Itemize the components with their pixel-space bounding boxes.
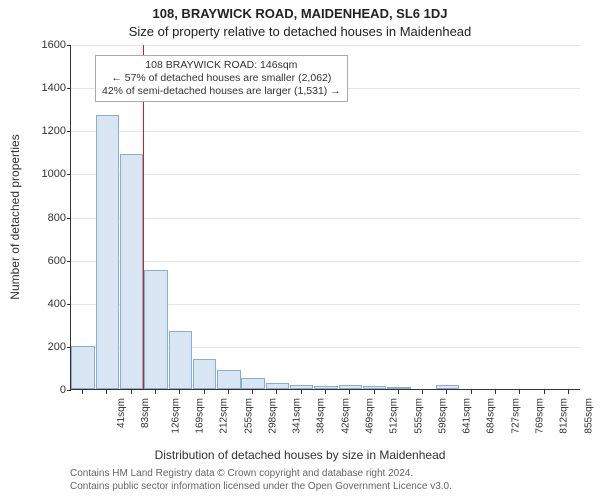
xtick-mark xyxy=(179,390,180,394)
super-title: 108, BRAYWICK ROAD, MAIDENHEAD, SL6 1DJ xyxy=(0,6,600,21)
xtick-mark xyxy=(276,390,277,394)
xtick-mark xyxy=(228,390,229,394)
ytick-label: 600 xyxy=(26,255,66,267)
ytick-label: 1000 xyxy=(26,168,66,180)
xtick-mark xyxy=(106,390,107,394)
ytick-label: 200 xyxy=(26,341,66,353)
gridline xyxy=(71,218,580,219)
xtick-label: 212sqm xyxy=(219,398,230,434)
bar xyxy=(144,270,167,389)
xtick-mark xyxy=(349,390,350,394)
xtick-mark xyxy=(301,390,302,394)
footer-line1: Contains HM Land Registry data © Crown c… xyxy=(70,468,452,481)
xtick-mark xyxy=(398,390,399,394)
xtick-label: 169sqm xyxy=(195,398,206,434)
xtick-label: 684sqm xyxy=(486,398,497,434)
xtick-mark xyxy=(495,390,496,394)
ytick-mark xyxy=(67,174,71,175)
xtick-label: 341sqm xyxy=(292,398,303,434)
xtick-mark xyxy=(374,390,375,394)
xtick-label: 641sqm xyxy=(462,398,473,434)
bar xyxy=(436,385,459,389)
xtick-label: 298sqm xyxy=(267,398,278,434)
xtick-mark xyxy=(204,390,205,394)
xtick-label: 126sqm xyxy=(170,398,181,434)
xtick-mark xyxy=(544,390,545,394)
xtick-label: 255sqm xyxy=(243,398,254,434)
footer-line2: Contains public sector information licen… xyxy=(70,481,452,494)
xtick-mark xyxy=(568,390,569,394)
xtick-mark xyxy=(82,390,83,394)
bar xyxy=(217,370,240,389)
xtick-mark xyxy=(131,390,132,394)
bar xyxy=(169,331,192,389)
ytick-label: 0 xyxy=(26,384,66,396)
bar xyxy=(387,387,410,389)
xtick-label: 384sqm xyxy=(316,398,327,434)
bar xyxy=(241,378,264,389)
bar xyxy=(363,386,386,389)
ytick-mark xyxy=(67,88,71,89)
bar xyxy=(96,115,119,389)
xtick-label: 598sqm xyxy=(437,398,448,434)
ytick-label: 1200 xyxy=(26,125,66,137)
ytick-label: 1400 xyxy=(26,82,66,94)
xtick-label: 769sqm xyxy=(535,398,546,434)
gridline xyxy=(71,174,580,175)
xtick-mark xyxy=(471,390,472,394)
bar xyxy=(71,346,94,389)
bar xyxy=(339,385,362,389)
bar xyxy=(290,385,313,389)
ytick-label: 800 xyxy=(26,212,66,224)
xtick-mark xyxy=(325,390,326,394)
ytick-label: 400 xyxy=(26,298,66,310)
annotation-line1: 108 BRAYWICK ROAD: 146sqm xyxy=(102,59,341,72)
xtick-mark xyxy=(519,390,520,394)
xtick-label: 812sqm xyxy=(559,398,570,434)
xtick-label: 426sqm xyxy=(340,398,351,434)
ytick-label: 1600 xyxy=(26,39,66,51)
bar xyxy=(314,386,337,389)
bar xyxy=(266,383,289,389)
xtick-label: 83sqm xyxy=(140,398,151,428)
bar xyxy=(120,154,143,389)
annotation-box: 108 BRAYWICK ROAD: 146sqm ← 57% of detac… xyxy=(95,55,348,102)
xtick-label: 469sqm xyxy=(365,398,376,434)
ytick-mark xyxy=(67,131,71,132)
xtick-mark xyxy=(422,390,423,394)
gridline xyxy=(71,131,580,132)
annotation-line2: ← 57% of detached houses are smaller (2,… xyxy=(102,72,341,85)
chart-container: { "super_title": "108, BRAYWICK ROAD, MA… xyxy=(0,0,600,500)
xtick-label: 855sqm xyxy=(583,398,594,434)
footer: Contains HM Land Registry data © Crown c… xyxy=(70,468,452,493)
ytick-mark xyxy=(67,304,71,305)
xtick-label: 727sqm xyxy=(510,398,521,434)
ytick-mark xyxy=(67,261,71,262)
xtick-mark xyxy=(446,390,447,394)
ytick-mark xyxy=(67,390,71,391)
gridline xyxy=(71,45,580,46)
xtick-label: 41sqm xyxy=(116,398,127,428)
x-axis-label: Distribution of detached houses by size … xyxy=(0,448,600,462)
xtick-mark xyxy=(252,390,253,394)
ytick-mark xyxy=(67,347,71,348)
xtick-label: 512sqm xyxy=(389,398,400,434)
ytick-mark xyxy=(67,218,71,219)
ytick-mark xyxy=(67,45,71,46)
xtick-label: 555sqm xyxy=(413,398,424,434)
xtick-mark xyxy=(155,390,156,394)
bar xyxy=(193,359,216,389)
gridline xyxy=(71,261,580,262)
annotation-line3: 42% of semi-detached houses are larger (… xyxy=(102,85,341,98)
y-axis-label: Number of detached properties xyxy=(8,134,22,299)
chart-title: Size of property relative to detached ho… xyxy=(0,24,600,39)
